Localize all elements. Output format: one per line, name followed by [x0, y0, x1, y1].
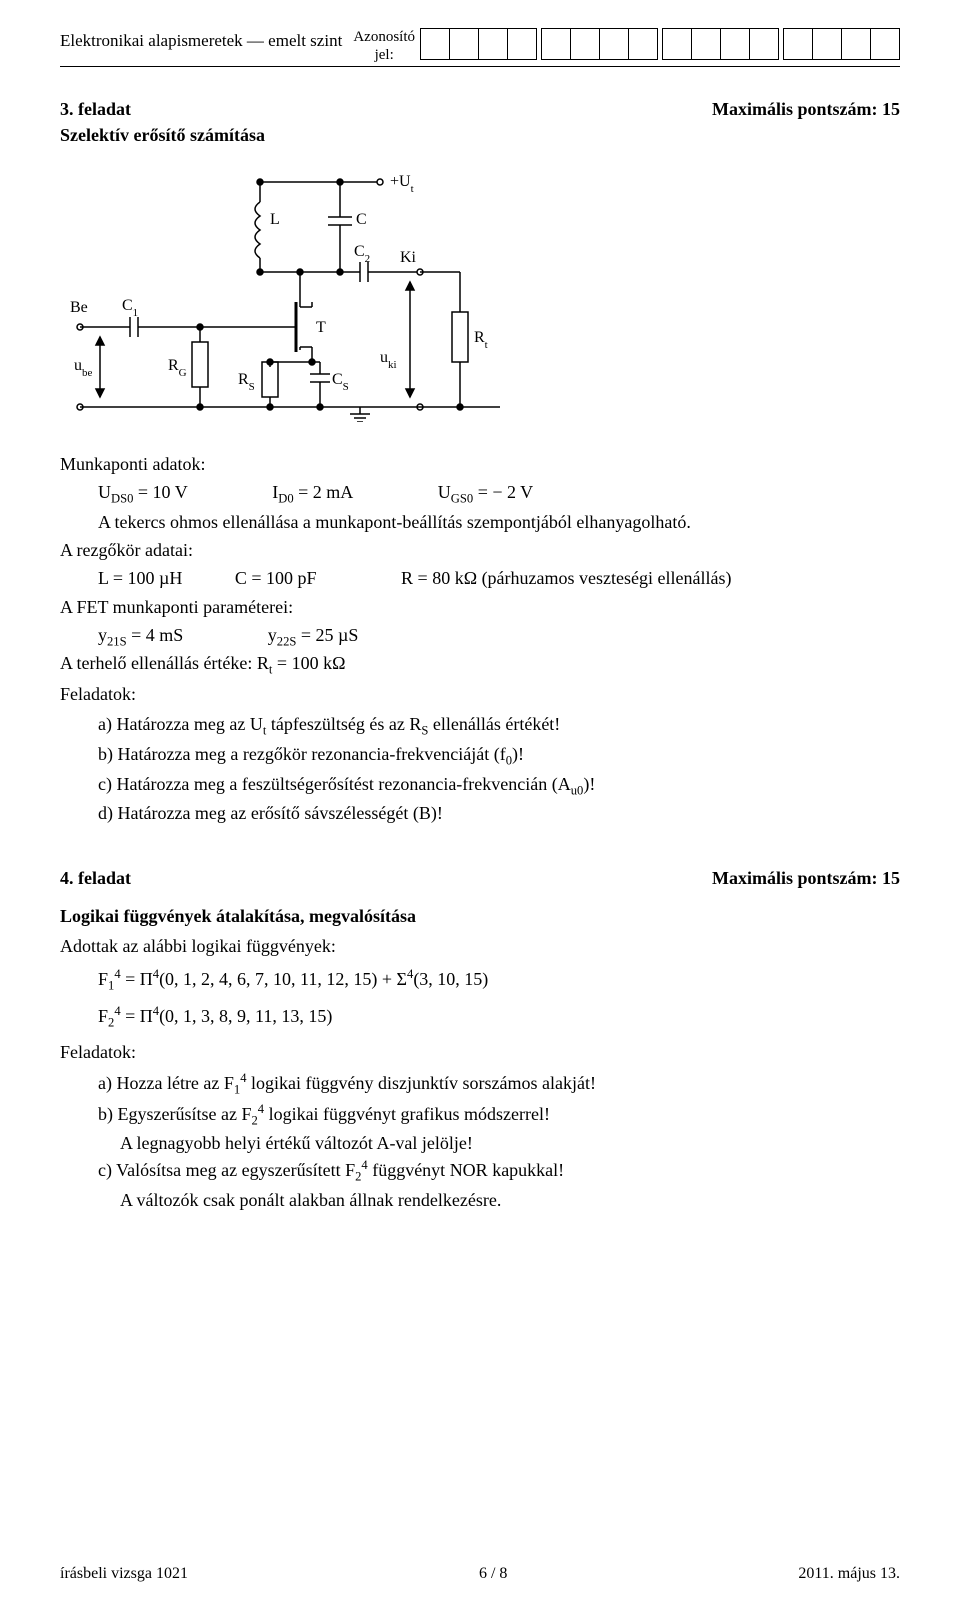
t4-b: b) Egyszerűsítse az F24 logikai függvény… [98, 1101, 900, 1130]
header: Elektronikai alapismeretek — emelt szint… [60, 28, 900, 67]
id-label-2: jel: [375, 47, 394, 63]
svg-text:Ki: Ki [400, 249, 417, 266]
t3-b: b) Határozza meg a rezgőkör rezonancia-f… [98, 742, 900, 770]
svg-text:L: L [270, 211, 280, 228]
y22: y22S = 25 µS [268, 625, 359, 645]
task4-subtitle: Logikai függvények átalakítása, megvalós… [60, 904, 900, 928]
task3-max: Maximális pontszám: 15 [712, 97, 900, 121]
page: Elektronikai alapismeretek — emelt szint… [0, 0, 960, 1613]
circuit-diagram: +Ut L C C2 Ki T [60, 162, 520, 422]
svg-text:C: C [356, 211, 367, 228]
t3-c: c) Határozza meg a feszültségerősítést r… [98, 772, 900, 800]
id-cell[interactable] [478, 28, 508, 60]
task4-given: Adottak az alábbi logikai függvények: [60, 934, 900, 958]
C-val: C = 100 pF [235, 568, 317, 588]
task3-title: 3. feladat [60, 97, 131, 121]
id-cell[interactable] [507, 28, 537, 60]
svg-text:ube: ube [74, 357, 93, 379]
Rt-line: A terhelő ellenállás értéke: Rt = 100 kΩ [60, 651, 900, 679]
svg-text:T: T [316, 319, 326, 336]
id-cell[interactable] [720, 28, 750, 60]
t4-c2: A változók csak ponált alakban állnak re… [120, 1188, 900, 1212]
formula-F1: F14 = Π4(0, 1, 2, 4, 6, 7, 10, 11, 12, 1… [98, 966, 900, 995]
id-cell[interactable] [541, 28, 571, 60]
footer-mid: 6 / 8 [479, 1563, 507, 1585]
svg-text:Be: Be [70, 299, 88, 316]
uds0: UDS0 = 10 V [98, 482, 188, 502]
task4-header: 4. feladat Maximális pontszám: 15 [60, 866, 900, 890]
y21: y21S = 4 mS [98, 625, 183, 645]
footer: írásbeli vizsga 1021 6 / 8 2011. május 1… [60, 1563, 900, 1585]
rez-params: L = 100 µH C = 100 pF R = 80 kΩ (párhuza… [98, 566, 900, 590]
id-cell[interactable] [599, 28, 629, 60]
id-cell[interactable] [783, 28, 813, 60]
task3-list: a) Határozza meg az Ut tápfeszültség és … [98, 712, 900, 825]
ugs0: UGS0 = − 2 V [438, 482, 533, 502]
task3-subtitle: Szelektív erősítő számítása [60, 123, 900, 147]
id0: ID0 = 2 mA [272, 482, 353, 502]
t4-a: a) Hozza létre az F14 logikai függvény d… [98, 1070, 900, 1099]
header-id-label: Azonosító jel: [353, 28, 415, 64]
svg-text:RS: RS [238, 371, 255, 393]
id-cell[interactable] [841, 28, 871, 60]
fet-params: y21S = 4 mS y22S = 25 µS [98, 623, 900, 651]
svg-text:C2: C2 [354, 243, 370, 265]
t4-b2: A legnagyobb helyi értékű változót A-val… [120, 1131, 900, 1155]
id-cell[interactable] [662, 28, 692, 60]
formula-F2: F24 = Π4(0, 1, 3, 8, 9, 11, 13, 15) [98, 1003, 900, 1032]
R-par: R = 80 kΩ (párhuzamos veszteségi ellenál… [401, 568, 731, 588]
id-cell[interactable] [420, 28, 450, 60]
header-subject: Elektronikai alapismeretek — emelt szint [60, 28, 342, 53]
task4-feladatok: Feladatok: [60, 1040, 900, 1064]
id-cell[interactable] [749, 28, 779, 60]
task4-list: a) Hozza létre az F14 logikai függvény d… [98, 1070, 900, 1212]
id-cell[interactable] [870, 28, 900, 60]
task4-title: 4. feladat [60, 866, 131, 890]
t4-c: c) Valósítsa meg az egyszerűsített F24 f… [98, 1157, 900, 1186]
svg-text:C1: C1 [122, 297, 138, 319]
svg-text:uki: uki [380, 349, 397, 371]
id-cell[interactable] [628, 28, 658, 60]
id-cell[interactable] [570, 28, 600, 60]
t3-a: a) Határozza meg az Ut tápfeszültség és … [98, 712, 900, 740]
svg-text:RG: RG [168, 357, 187, 379]
task3-feladatok: Feladatok: [60, 682, 900, 706]
id-cell[interactable] [691, 28, 721, 60]
mp-params: UDS0 = 10 V ID0 = 2 mA UGS0 = − 2 V [98, 480, 900, 508]
task4-max: Maximális pontszám: 15 [712, 866, 900, 890]
L-val: L = 100 µH [98, 568, 182, 588]
id-boxes [421, 28, 900, 60]
svg-text:CS: CS [332, 371, 349, 393]
svg-text:+Ut: +Ut [390, 173, 414, 195]
footer-right: 2011. május 13. [798, 1563, 900, 1585]
task3-header: 3. feladat Maximális pontszám: 15 [60, 97, 900, 121]
id-cell[interactable] [812, 28, 842, 60]
coil-note: A tekercs ohmos ellenállása a munkapont-… [98, 510, 900, 534]
footer-left: írásbeli vizsga 1021 [60, 1563, 188, 1585]
id-cell[interactable] [449, 28, 479, 60]
id-label-1: Azonosító [353, 29, 415, 45]
mp-header: Munkaponti adatok: [60, 452, 900, 476]
t3-d: d) Határozza meg az erősítő sávszélesség… [98, 801, 900, 825]
fet-header: A FET munkaponti paraméterei: [60, 595, 900, 619]
rez-header: A rezgőkör adatai: [60, 538, 900, 562]
svg-text:Rt: Rt [474, 329, 488, 351]
